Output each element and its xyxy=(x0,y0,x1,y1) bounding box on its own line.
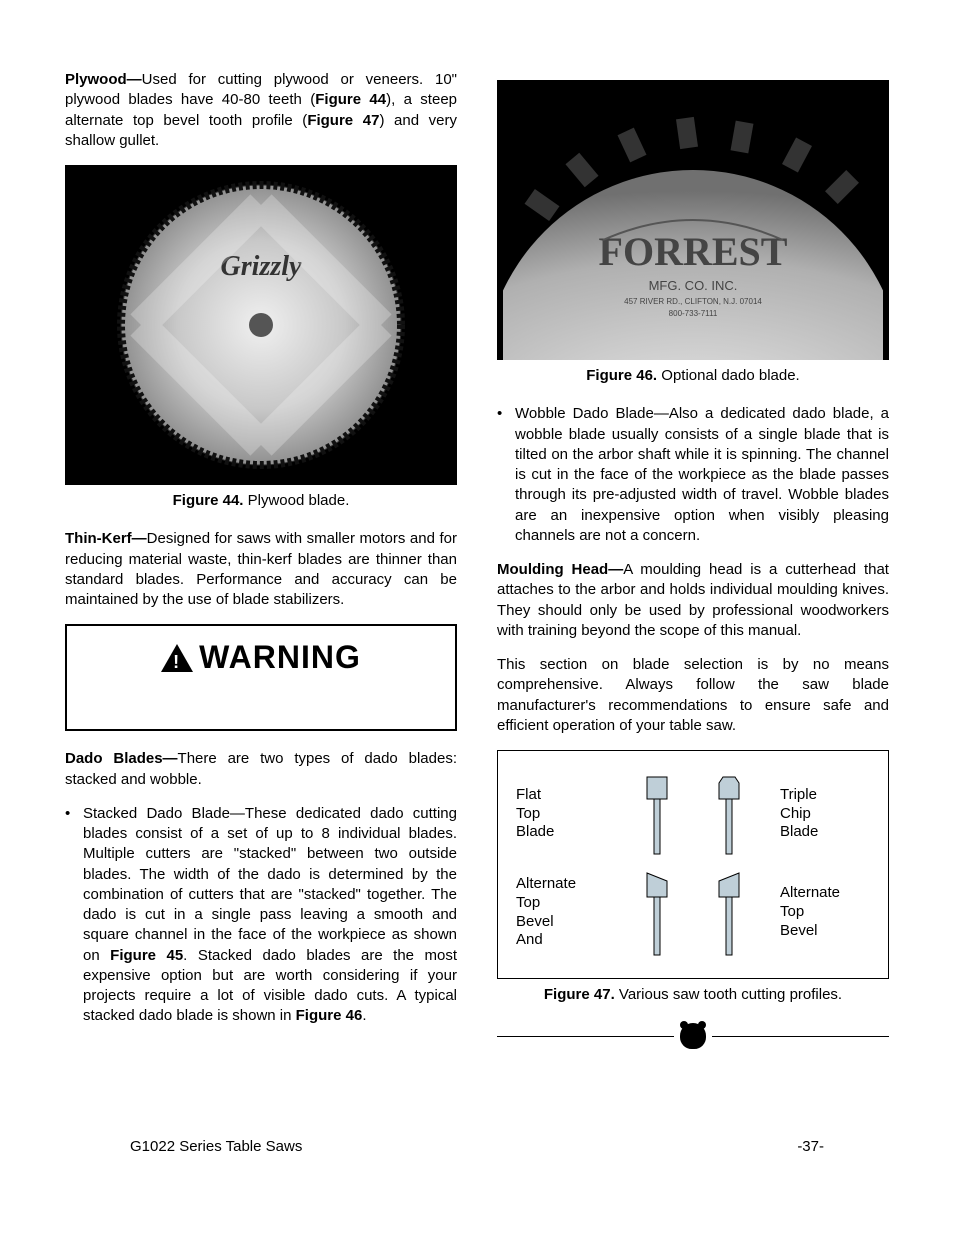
forrest-sub-b: 457 RIVER RD., CLIFTON, N.J. 07014 xyxy=(624,297,762,306)
atb-right-icon xyxy=(709,865,749,960)
thinkerf-paragraph: Thin-Kerf—Designed for saws with smaller… xyxy=(65,529,457,610)
figure-46-image: FORREST MFG. CO. INC. 457 RIVER RD., CLI… xyxy=(497,80,889,360)
stacked-ref1: Figure 45 xyxy=(110,947,183,964)
closing-paragraph: This section on blade selection is by no… xyxy=(497,655,889,736)
bullet-dot: • xyxy=(65,804,83,1027)
figure-44-image: Grizzly xyxy=(65,165,457,485)
dado-lead: Dado Blades— xyxy=(65,750,178,767)
footer-right-text: -37- xyxy=(797,1137,824,1157)
moulding-paragraph: Moulding Head—A moulding head is a cutte… xyxy=(497,560,889,641)
wobble-dado-bullet: • Wobble Dado Blade—Also a dedicated dad… xyxy=(497,404,889,546)
warning-triangle-icon xyxy=(161,644,193,672)
fig47-text: Various saw tooth cutting profiles. xyxy=(619,986,842,1003)
atb-left-icon xyxy=(637,865,677,960)
triple-chip-icon xyxy=(709,769,749,859)
stacked-dado-bullet: • Stacked Dado Blade—These dedicated dad… xyxy=(65,804,457,1027)
flat-top-icon xyxy=(637,769,677,859)
flat-top-label: Flat Top Blade xyxy=(516,786,606,842)
right-column: FORREST MFG. CO. INC. 457 RIVER RD., CLI… xyxy=(497,70,889,1049)
figure-44-caption: Figure 44. Plywood blade. xyxy=(65,491,457,511)
forrest-sub-a: MFG. CO. INC. xyxy=(649,278,738,293)
triple-chip-label: Triple Chip Blade xyxy=(780,786,870,842)
divider-line-right xyxy=(712,1036,889,1037)
thinkerf-lead: Thin-Kerf— xyxy=(65,530,147,547)
forrest-logo: FORREST xyxy=(599,229,788,274)
bear-icon xyxy=(680,1023,706,1049)
atb-and-label: Alternate Top Bevel And xyxy=(516,875,606,950)
atb-label: Alternate Top Bevel xyxy=(780,884,870,940)
profile-row-2: Alternate Top Bevel And Alternate Top Be… xyxy=(516,865,870,960)
two-column-layout: Plywood—Used for cutting plywood or vene… xyxy=(65,70,889,1049)
dado-blade-svg: FORREST MFG. CO. INC. 457 RIVER RD., CLI… xyxy=(503,80,883,360)
figure-47-caption: Figure 47. Various saw tooth cutting pro… xyxy=(497,985,889,1005)
left-column: Plywood—Used for cutting plywood or vene… xyxy=(65,70,457,1049)
fig46-text: Optional dado blade. xyxy=(661,367,799,384)
blade-logo-text: Grizzly xyxy=(221,251,302,282)
bullet-dot-2: • xyxy=(497,404,515,546)
divider-line-left xyxy=(497,1036,674,1037)
wobble-dado-text: Wobble Dado Blade—Also a dedicated dado … xyxy=(515,404,889,546)
warning-box: WARNING xyxy=(65,624,457,731)
bear-divider xyxy=(497,1023,889,1049)
stacked-part1: Stacked Dado Blade—These dedicated dado … xyxy=(83,805,457,964)
plywood-fig-ref-1: Figure 44 xyxy=(315,91,386,108)
moulding-lead: Moulding Head— xyxy=(497,561,623,578)
footer-left-text: G1022 Series Table Saws xyxy=(130,1137,302,1157)
forrest-sub-c: 800-733-7111 xyxy=(669,309,718,318)
tooth-profile-diagram: Flat Top Blade Triple Chip Blade Alterna… xyxy=(497,750,889,979)
dado-intro-paragraph: Dado Blades—There are two types of dado … xyxy=(65,749,457,790)
fig44-bold: Figure 44. xyxy=(173,492,248,509)
fig46-bold: Figure 46. xyxy=(586,367,661,384)
plywood-lead: Plywood— xyxy=(65,71,142,88)
plywood-blade-svg: Grizzly xyxy=(111,175,411,475)
stacked-ref2: Figure 46 xyxy=(296,1007,363,1024)
plywood-fig-ref-2: Figure 47 xyxy=(307,112,379,129)
plywood-paragraph: Plywood—Used for cutting plywood or vene… xyxy=(65,70,457,151)
fig44-text: Plywood blade. xyxy=(248,492,350,509)
warning-word: WARNING xyxy=(199,636,361,679)
warning-heading: WARNING xyxy=(81,636,441,679)
profile-row-1: Flat Top Blade Triple Chip Blade xyxy=(516,769,870,859)
fig47-bold: Figure 47. xyxy=(544,986,619,1003)
stacked-part3: . xyxy=(362,1007,366,1024)
figure-46-caption: Figure 46. Optional dado blade. xyxy=(497,366,889,386)
stacked-dado-text: Stacked Dado Blade—These dedicated dado … xyxy=(83,804,457,1027)
